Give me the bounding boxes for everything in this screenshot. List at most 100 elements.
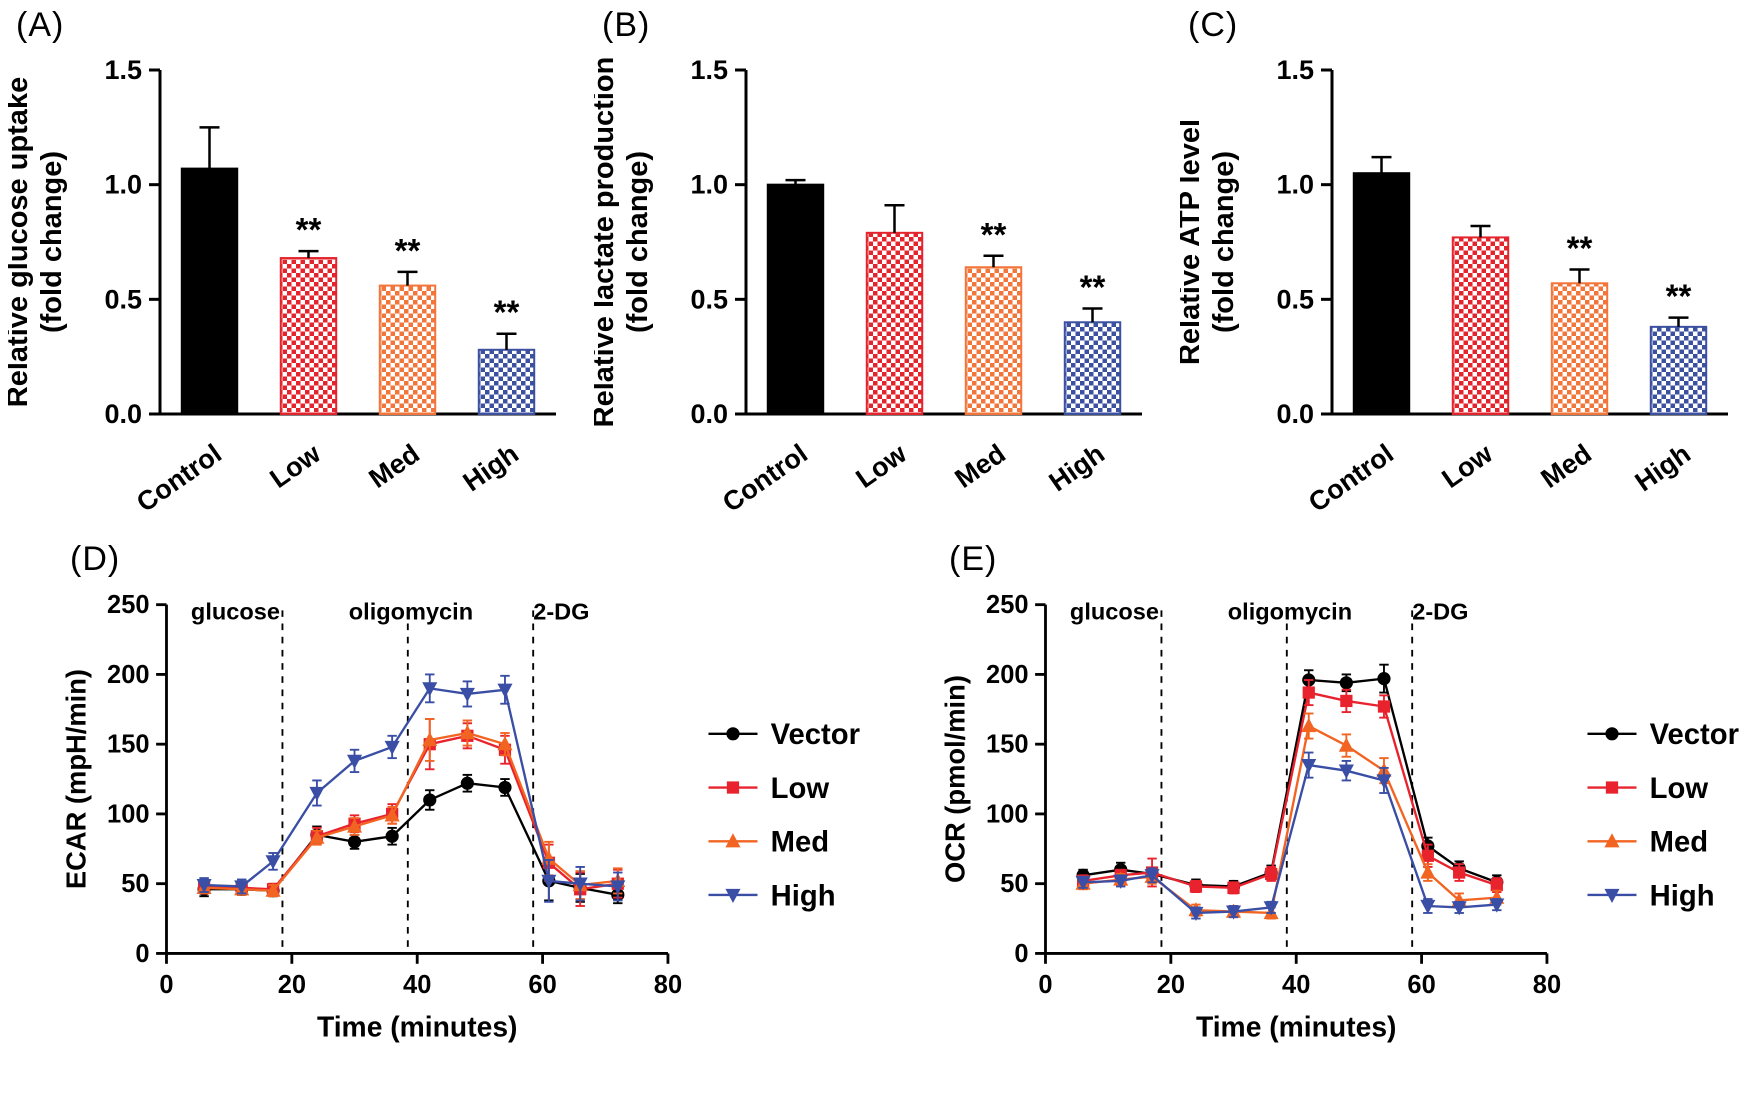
svg-text:50: 50: [121, 870, 149, 898]
svg-text:150: 150: [986, 731, 1028, 759]
bar-control: [766, 183, 825, 415]
significance-marker: **: [981, 216, 1007, 253]
injection-label: oligomycin: [1228, 599, 1352, 625]
svg-text:1.5: 1.5: [1276, 55, 1314, 85]
category-label: High: [1044, 438, 1110, 497]
y-axis-label: Relative ATP level(fold change): [1180, 119, 1240, 365]
line-chart-ocr: 0 50 100 150 200 250 0 20 40 60 80 Time (minutes) OC…: [934, 550, 1758, 1059]
injection-label: 2-DG: [533, 599, 589, 625]
category-label: Med: [363, 438, 424, 494]
svg-text:200: 200: [107, 661, 149, 689]
category-label: Low: [851, 438, 913, 494]
y-axis-label: Relative glucose uptake(fold change): [8, 77, 68, 407]
svg-text:40: 40: [403, 971, 431, 999]
x-axis-label: Time (minutes): [317, 1010, 518, 1042]
legend-label-low: Low: [1650, 773, 1709, 805]
series-high: [1075, 751, 1505, 921]
bar-high: [1649, 325, 1708, 415]
svg-text:0.5: 0.5: [690, 284, 728, 314]
panel-label-d: (D): [70, 540, 121, 578]
legend: Vector Low Med High: [708, 719, 860, 912]
chart-svg-E: 0 50 100 150 200 250 0 20 40 60 80 Time (minutes) OC…: [939, 591, 1739, 1042]
injection-label: oligomycin: [349, 599, 473, 625]
svg-text:0: 0: [1014, 940, 1028, 968]
significance-marker: **: [395, 232, 421, 269]
category-label: Control: [131, 438, 227, 518]
injection-label: glucose: [191, 599, 280, 625]
bar-low: [865, 231, 924, 415]
legend-label-med: Med: [771, 827, 829, 859]
svg-text:0: 0: [135, 940, 149, 968]
chart-svg-D: 0 50 100 150 200 250 0 20 40 60 80 Time (minutes) EC…: [60, 591, 860, 1042]
panel-a: (A) 0.0 0.5 1.0 1.5 Relative glucose uptake(…: [0, 6, 586, 526]
axes: 0.0 0.5 1.0 1.5: [104, 55, 556, 429]
injection-label: glucose: [1070, 599, 1159, 625]
svg-text:20: 20: [278, 971, 306, 999]
legend-label-high: High: [771, 880, 836, 912]
svg-text:0.0: 0.0: [1276, 399, 1314, 429]
svg-text:1.5: 1.5: [104, 55, 142, 85]
chart-svg-B: 0.0 0.5 1.0 1.5 Relative lactate production(…: [594, 55, 1142, 518]
x-axis-label: Time (minutes): [1196, 1010, 1397, 1042]
panel-e: (E) 0 50 100 150 200 250 0 20 40 60 80 Time (minute…: [879, 540, 1758, 1100]
svg-text:0.5: 0.5: [1276, 284, 1314, 314]
significance-marker: **: [1080, 269, 1106, 306]
svg-text:60: 60: [1407, 971, 1435, 999]
legend-label-vector: Vector: [1650, 719, 1739, 751]
injection-label: 2-DG: [1412, 599, 1468, 625]
series-med: [1075, 712, 1505, 920]
category-label: Low: [264, 438, 326, 494]
svg-text:0.0: 0.0: [104, 399, 142, 429]
y-axis-label: ECAR (mpH/min): [60, 669, 91, 889]
category-label: Control: [1303, 438, 1399, 518]
svg-text:200: 200: [986, 661, 1028, 689]
series-low: [1076, 679, 1503, 895]
category-label: Low: [1437, 438, 1499, 494]
panel-c: (C) 0.0 0.5 1.0 1.5 Relative ATP level(fold …: [1172, 6, 1758, 526]
svg-text:250: 250: [986, 591, 1028, 619]
svg-text:40: 40: [1282, 971, 1310, 999]
svg-text:250: 250: [107, 591, 149, 619]
significance-marker: **: [296, 211, 322, 248]
svg-text:1.0: 1.0: [104, 170, 142, 200]
significance-marker: **: [1666, 278, 1692, 315]
bar-low: [279, 257, 338, 415]
bar-med: [378, 284, 437, 415]
legend-label-vector: Vector: [771, 719, 860, 751]
svg-text:60: 60: [528, 971, 556, 999]
svg-text:80: 80: [654, 971, 682, 999]
legend-label-med: Med: [1650, 827, 1708, 859]
bar-high: [1063, 321, 1122, 415]
series-high: [196, 673, 626, 903]
category-label: Med: [950, 438, 1011, 494]
svg-text:1.5: 1.5: [690, 55, 728, 85]
bar-high: [477, 348, 536, 415]
svg-text:0.0: 0.0: [690, 399, 728, 429]
bar-control: [1352, 172, 1411, 415]
bar-low: [1451, 236, 1510, 415]
bar-control: [180, 167, 239, 415]
panel-label-a: (A): [16, 6, 65, 44]
chart-svg-A: 0.0 0.5 1.0 1.5 Relative glucose uptake(fold…: [8, 55, 556, 518]
axes: 0 50 100 150 200 250 0 20 40 60 80: [986, 591, 1561, 999]
svg-text:50: 50: [1000, 870, 1028, 898]
category-label: High: [1630, 438, 1696, 497]
svg-text:0.5: 0.5: [104, 284, 142, 314]
svg-text:1.0: 1.0: [690, 170, 728, 200]
y-axis-label: OCR (pmol/min): [939, 675, 970, 883]
svg-text:0: 0: [159, 971, 173, 999]
series-vector: [197, 773, 625, 905]
svg-text:100: 100: [986, 800, 1028, 828]
chart-svg-C: 0.0 0.5 1.0 1.5 Relative ATP level(fold chan…: [1180, 55, 1728, 518]
bar-med: [1550, 282, 1609, 415]
bar-med: [964, 266, 1023, 415]
panel-label-c: (C): [1188, 6, 1239, 44]
y-axis-label: Relative lactate production(fold change): [594, 57, 654, 428]
category-label: High: [458, 438, 524, 497]
legend-label-low: Low: [771, 773, 830, 805]
panel-d: (D) 0 50 100 150 200 250 0 20 40 60 80 Time (minute…: [0, 540, 879, 1100]
svg-text:0: 0: [1038, 971, 1052, 999]
series-low: [197, 718, 624, 907]
panel-label-b: (B): [602, 6, 651, 44]
